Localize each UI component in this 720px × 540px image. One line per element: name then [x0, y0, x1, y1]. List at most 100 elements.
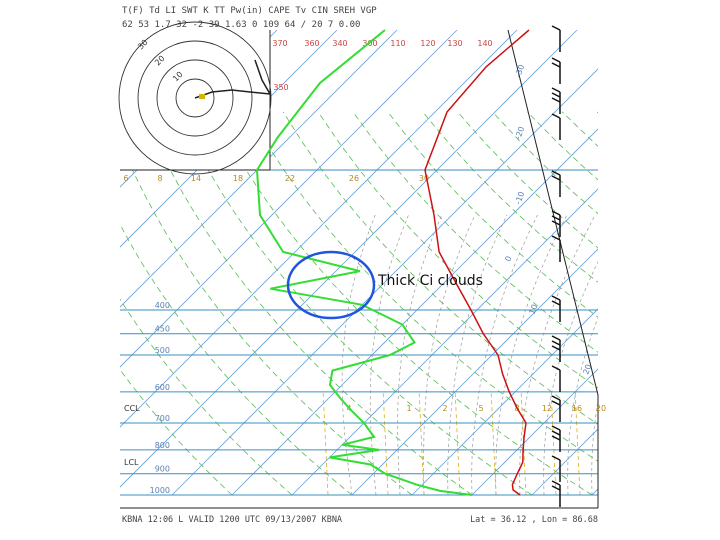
wind-barb-flag — [551, 295, 561, 301]
wind-barb — [551, 210, 561, 237]
dry-adiabat-lines — [120, 111, 720, 496]
wind-barb-flag — [551, 235, 561, 241]
wind-barbs — [551, 25, 561, 507]
pressure-tick-label: 1000 — [150, 486, 170, 495]
wind-barb-flag — [551, 215, 561, 221]
mixing-ratio-label: 2 — [442, 404, 447, 413]
storm-motion-marker — [199, 94, 205, 99]
isotherm-line — [471, 368, 598, 496]
wind-barb-flag — [551, 220, 561, 226]
dry-adiabat-line — [596, 111, 598, 114]
temperature-profile — [424, 29, 530, 496]
mid-label: 22 — [285, 174, 295, 183]
mid-label: 14 — [191, 174, 201, 183]
dry-adiabat-line — [143, 111, 473, 496]
wind-barb-flag — [551, 340, 561, 346]
wind-barb-flag — [551, 345, 561, 351]
dry-adiabat-line — [247, 111, 598, 462]
moist-adiabat-line — [423, 214, 476, 496]
isotherm-line — [120, 29, 518, 428]
dry-adiabat-line — [702, 112, 720, 495]
upper-label: 350 — [273, 83, 288, 92]
wind-barb-flag — [551, 87, 561, 93]
upper-label: 370 — [272, 39, 287, 48]
mid-label: 6 — [123, 174, 128, 183]
hodograph-trace — [194, 89, 271, 99]
wind-barb — [551, 113, 561, 140]
pressure-tick-label: 900 — [155, 465, 170, 474]
moist-adiabat-line — [447, 214, 508, 496]
isotherm-label: 20 — [581, 363, 593, 376]
footer-left: KBNA 12:06 L VALID 1200 UTC 09/13/2007 K… — [122, 515, 342, 525]
dry-adiabat-line — [213, 111, 593, 496]
hodograph-ring — [137, 40, 253, 156]
dry-adiabat-line — [120, 368, 233, 496]
wind-barb-flag — [551, 425, 561, 431]
upper-label: 360 — [304, 39, 319, 48]
dry-adiabat-line — [120, 298, 293, 496]
moist-adiabat-line — [591, 399, 598, 496]
wind-barb — [551, 335, 561, 362]
isotherm-line — [0, 30, 37, 495]
pressure-tick-label: 700 — [155, 414, 170, 423]
mixing-ratio-line — [382, 391, 389, 496]
dry-adiabat-line — [178, 111, 533, 496]
dry-adiabat-line — [457, 111, 598, 249]
isotherm-line — [231, 128, 598, 496]
upper-label: 120 — [420, 39, 435, 48]
dry-adiabat-line — [317, 111, 598, 389]
mixing-ratio-label: 20 — [596, 404, 606, 413]
wind-barb — [551, 425, 561, 452]
isotherm-label: -30 — [513, 63, 526, 78]
isotherm-line — [0, 30, 97, 495]
dry-adiabat-line — [667, 112, 720, 495]
isotherm-label: 0 — [503, 255, 513, 263]
dewpoint-profile — [255, 29, 473, 496]
isotherm-line — [291, 188, 598, 496]
isotherm-line — [591, 488, 598, 496]
wind-barb-flag — [551, 25, 561, 31]
level-label: LCL — [124, 458, 139, 467]
mid-label: 8 — [157, 174, 162, 183]
upper-label: 340 — [332, 39, 347, 48]
isotherm-label: -10 — [513, 190, 526, 205]
isotherm-line — [120, 29, 578, 488]
wind-barb-flag — [551, 170, 561, 176]
mid-label: 30 — [419, 174, 429, 183]
wind-barb — [551, 480, 561, 507]
dry-adiabat-line — [561, 111, 598, 147]
level-label: CCL — [124, 404, 140, 413]
annotation-text: Thick Ci clouds — [377, 273, 483, 289]
pressure-tick-label: 400 — [155, 301, 170, 310]
pressure-tick-label: 600 — [155, 383, 170, 392]
wind-barb-flag — [551, 365, 561, 371]
wind-barb-flag — [551, 210, 561, 216]
mixing-ratio-label: 16 — [572, 404, 582, 413]
wind-barb-flag — [551, 113, 561, 119]
wind-barb-flag — [551, 335, 561, 341]
mixing-ratio-line — [322, 391, 329, 496]
mixing-ratio-line — [418, 391, 425, 496]
moist-adiabat-line — [616, 215, 698, 495]
wind-barb-flag — [551, 97, 561, 103]
dry-adiabat-line — [120, 140, 413, 496]
wind-barb — [551, 455, 561, 482]
isotherm-line — [411, 308, 598, 496]
hodograph-ring — [175, 78, 215, 118]
moist-adiabat-line — [397, 214, 443, 496]
wind-barb-flag — [551, 480, 561, 486]
moist-adiabat-lines — [341, 214, 698, 496]
dry-adiabat-line — [422, 111, 598, 283]
wind-barb-flag — [551, 435, 561, 441]
isotherm-line — [652, 30, 720, 495]
wind-barb-flag — [551, 455, 561, 461]
dry-adiabat-line — [632, 112, 720, 495]
wind-barb-flag — [551, 62, 561, 68]
wind-barb-flag — [551, 400, 561, 406]
wind-barb — [551, 295, 561, 322]
footer-right: Lat = 36.12 , Lon = 86.68 — [470, 515, 598, 525]
wind-barb — [551, 57, 561, 84]
mid-label: 18 — [233, 174, 243, 183]
dry-adiabat-line — [282, 111, 598, 425]
